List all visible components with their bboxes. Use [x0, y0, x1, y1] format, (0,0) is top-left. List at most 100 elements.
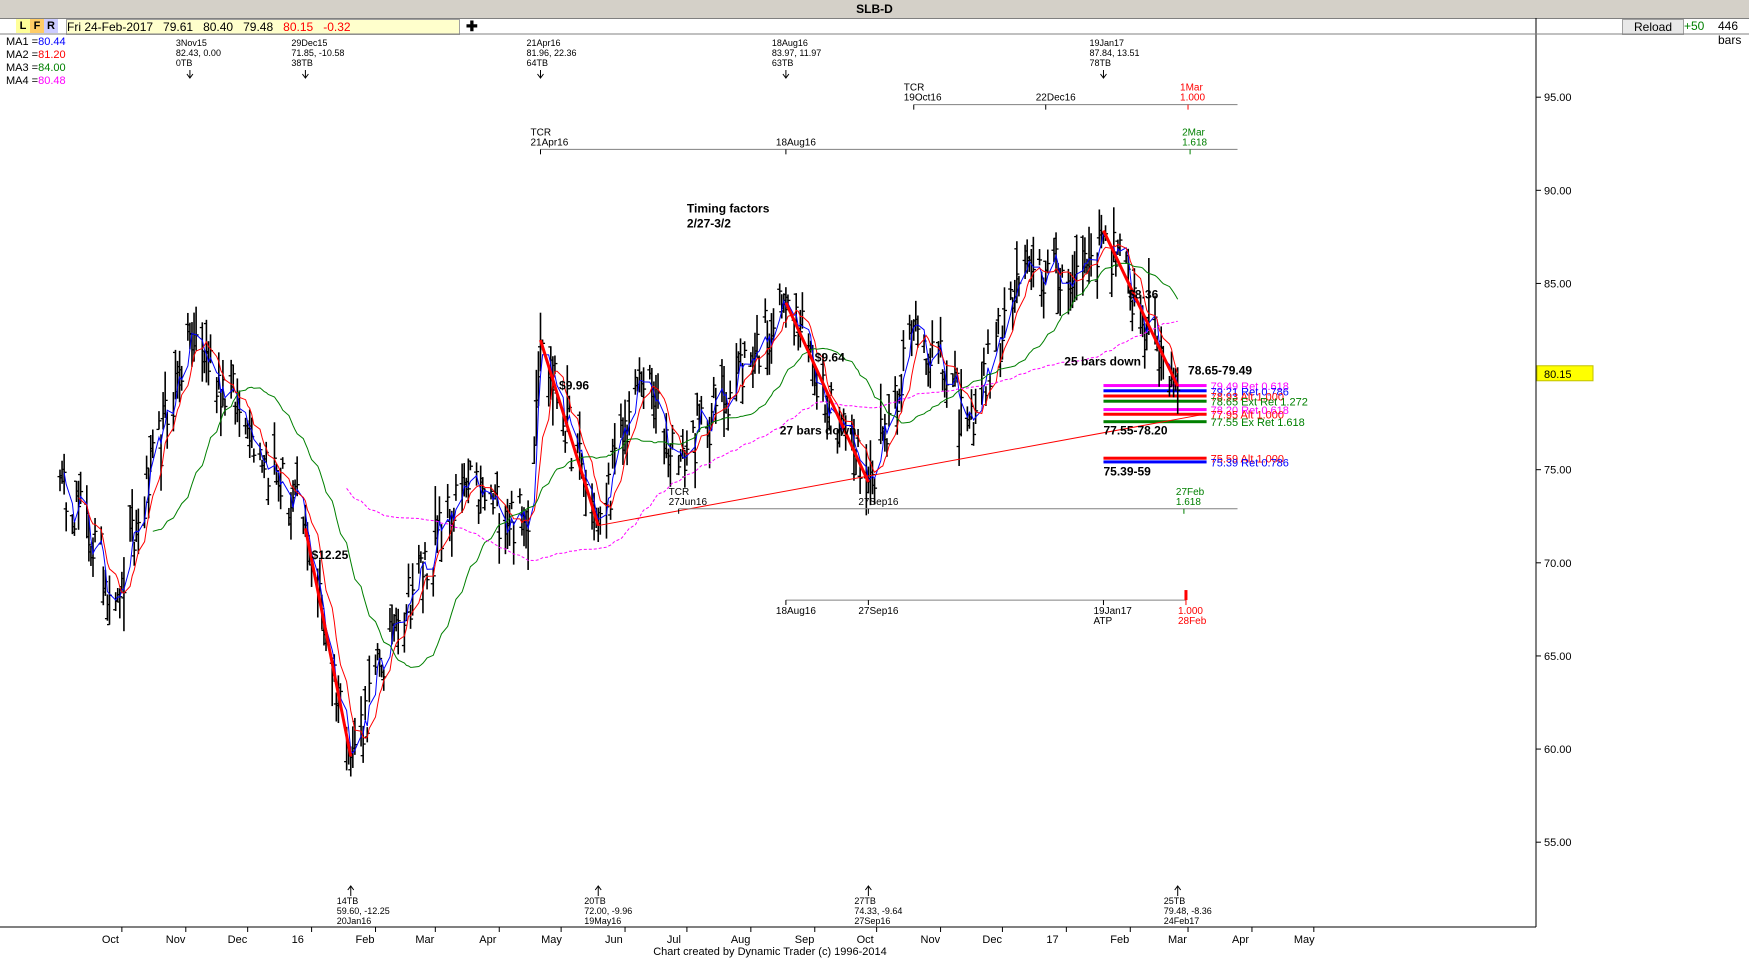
- pivot-top-arrowhead-4: [1100, 73, 1107, 79]
- x-tick-label-7: May: [541, 934, 562, 946]
- x-tick-label-0: Oct: [102, 934, 119, 946]
- pivot-top-arrowhead-0: [186, 73, 194, 79]
- pivot-bottom-label-0-1: 59.60, -12.25: [337, 906, 390, 916]
- moving-average-ma2: [78, 243, 1179, 739]
- line-toggle-button[interactable]: L: [16, 19, 30, 33]
- ma-legend-4: MA4 =80.48: [6, 75, 66, 87]
- x-tick-label-19: May: [1294, 934, 1315, 946]
- y-tick-label-6: 65.00: [1544, 651, 1572, 663]
- price-level-7: [1103, 456, 1207, 460]
- time-marker-label-8-1: ATP: [1093, 616, 1112, 627]
- pivot-top-label-4-1: 87.84, 13.51: [1089, 48, 1139, 58]
- time-projection-label-1-0: 2Mar: [1182, 127, 1205, 138]
- bars-count: 446 bars: [1718, 19, 1742, 47]
- time-projection-label-3-1: 28Feb: [1178, 616, 1207, 627]
- pivot-top-label-1-1: 71.85, -10.58: [291, 48, 344, 58]
- time-marker-label-1-0: 18Aug16: [776, 137, 816, 148]
- pivot-bottom-label-3-2: 24Feb17: [1164, 916, 1200, 926]
- x-tick-label-12: Oct: [857, 934, 874, 946]
- footer-credit: Chart created by Dynamic Trader (c) 1996…: [653, 946, 887, 958]
- x-tick-label-13: Nov: [921, 934, 941, 946]
- time-marker-label-2-1: 19Oct16: [904, 93, 942, 104]
- time-marker-label-6-0: 18Aug16: [776, 606, 816, 617]
- time-marker-label-7-0: 27Sep16: [858, 606, 898, 617]
- trendline: [598, 413, 1207, 527]
- ma-legend-2: MA2 =81.20: [6, 49, 66, 61]
- pivot-bottom-arrowhead-1: [594, 885, 602, 891]
- moving-average-ma1: [63, 232, 1179, 754]
- pivot-top-arrowhead-2: [537, 73, 544, 79]
- price-level-label-3: 78.65 Ext Ret 1.272: [1211, 397, 1308, 409]
- pivot-top-label-1-0: 29Dec15: [291, 38, 327, 48]
- price-level-1: [1103, 389, 1207, 393]
- x-tick-label-17: Mar: [1168, 934, 1187, 946]
- x-tick-label-2: Dec: [228, 934, 248, 946]
- ma-legend-3: MA3 =84.00: [6, 62, 66, 74]
- annotation-0: Timing factors: [687, 202, 770, 216]
- time-projection-label-2-0: 27Feb: [1176, 487, 1205, 498]
- pivot-bottom-label-3-0: 25TB: [1164, 896, 1186, 906]
- x-tick-label-8: Jun: [605, 934, 623, 946]
- pivot-bottom-label-3-1: 79.48, -8.36: [1164, 906, 1212, 916]
- swing-line-0: [303, 528, 353, 757]
- price-level-label-1: 79.21 Ret 0.786: [1211, 386, 1289, 398]
- moving-average-ma3: [152, 262, 1179, 668]
- pivot-top-label-0-2: 0TB: [176, 58, 193, 68]
- swing-label-0: $12.25: [312, 548, 349, 562]
- time-marker-label-8-0: 19Jan17: [1093, 606, 1132, 617]
- y-tick-label-7: 60.00: [1544, 744, 1572, 756]
- pivot-top-label-2-0: 21Apr16: [526, 38, 560, 48]
- price-level-0: [1103, 384, 1207, 388]
- refresh-toggle-button[interactable]: R: [44, 19, 58, 33]
- pivot-bottom-arrowhead-0: [347, 885, 355, 891]
- time-projection-label-1-1: 1.618: [1182, 137, 1207, 148]
- pivot-bottom-label-1-0: 20TB: [584, 896, 606, 906]
- pivot-bottom-label-2-1: 74.33, -9.64: [854, 906, 902, 916]
- time-marker-label-4-0: TCR: [669, 487, 690, 498]
- x-tick-label-9: Jul: [667, 934, 681, 946]
- pivot-bottom-label-2-2: 27Sep16: [854, 916, 890, 926]
- x-tick-label-16: Feb: [1110, 934, 1129, 946]
- annotation-4: 78.65-79.49: [1188, 364, 1252, 378]
- x-tick-label-6: Apr: [479, 934, 496, 946]
- swing-label-2: $9.64: [815, 351, 845, 365]
- last-price-label: 80.15: [1544, 369, 1572, 381]
- ma-legend-1: MA1 =80.44: [6, 36, 66, 48]
- price-level-4: [1103, 408, 1207, 412]
- price-level-3: [1103, 399, 1207, 403]
- x-tick-label-18: Apr: [1232, 934, 1249, 946]
- crosshair-icon[interactable]: ✚: [466, 18, 478, 34]
- annotation-1: 2/27-3/2: [687, 217, 731, 231]
- x-tick-label-15: 17: [1046, 934, 1058, 946]
- price-level-label-0: 79.49 Ret 0.618: [1211, 381, 1289, 393]
- x-tick-label-3: 16: [292, 934, 304, 946]
- pivot-bottom-label-2-0: 27TB: [854, 896, 876, 906]
- price-level-6: [1103, 420, 1207, 424]
- price-level-5: [1103, 412, 1207, 416]
- time-marker-label-4-1: 27Jun16: [669, 497, 708, 508]
- ohlc-close: 80.15: [283, 20, 314, 34]
- pivot-bottom-arrowhead-2: [864, 885, 872, 891]
- x-tick-label-14: Dec: [982, 934, 1002, 946]
- pivot-top-label-0-0: 3Nov15: [176, 38, 207, 48]
- pivot-bottom-label-1-1: 72.00, -9.96: [584, 906, 632, 916]
- price-level-label-6: 77.55 Ex Ret 1.618: [1211, 417, 1305, 429]
- ohlc-values: Fri 24-Feb-2017 79.61 80.40 79.48: [67, 20, 274, 34]
- pivot-bottom-arrowhead-3: [1174, 885, 1182, 891]
- time-projection-label-2-1: 1.618: [1176, 497, 1201, 508]
- ohlc-change: -0.32: [323, 20, 351, 34]
- time-projection-label-3-0: 1.000: [1178, 606, 1203, 617]
- time-marker-label-3-0: 22Dec16: [1036, 93, 1076, 104]
- time-marker-label-0-0: TCR: [530, 127, 551, 138]
- filter-toggle-button[interactable]: F: [30, 19, 44, 33]
- x-tick-label-11: Sep: [795, 934, 815, 946]
- y-tick-label-5: 70.00: [1544, 558, 1572, 570]
- swing-line-2: [784, 301, 870, 483]
- swing-label-3: $8.36: [1128, 287, 1158, 301]
- swing-line-1: [539, 339, 600, 527]
- time-projection-label-0-0: 1Mar: [1180, 83, 1203, 94]
- pivot-top-label-4-0: 19Jan17: [1089, 38, 1124, 48]
- price-level-2: [1103, 394, 1207, 398]
- plus-50-label[interactable]: +50: [1684, 19, 1705, 33]
